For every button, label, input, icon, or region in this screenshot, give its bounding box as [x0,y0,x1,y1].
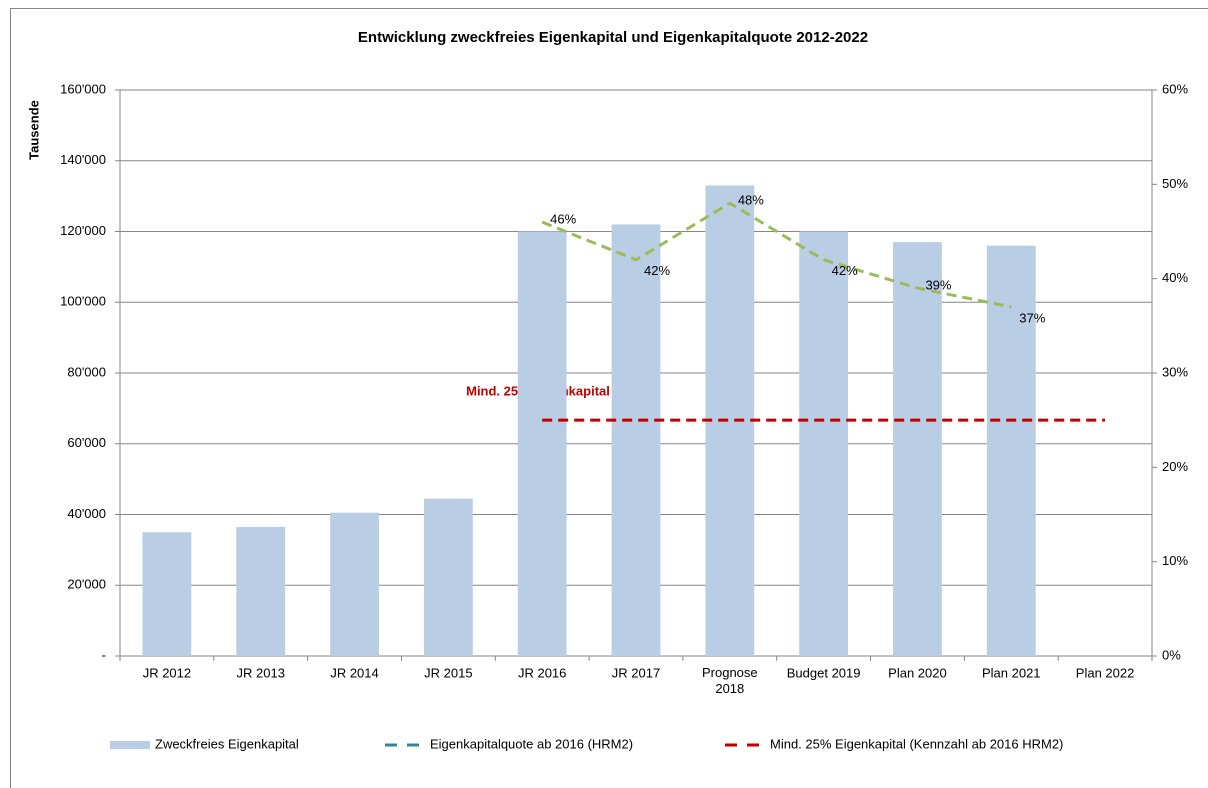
x-tick-label: JR 2016 [518,665,566,680]
y-tick-label: 160'000 [60,81,106,96]
bar [986,245,1036,656]
line [541,201,1012,309]
y2-tick-label: 20% [1162,459,1188,474]
x-tick-label: Plan 2021 [982,665,1041,680]
x-tick-label: Budget 2019 [787,665,861,680]
x-tick-label: JR 2013 [237,665,285,680]
data-label: 42% [644,263,670,278]
y-tick-label: 80'000 [67,364,106,379]
chart-frame [10,8,1208,788]
y-axis-label: Tausende [26,100,41,160]
bar [705,185,755,656]
bar [330,512,379,656]
y2-tick-label: 50% [1162,176,1188,191]
x-tick-label: JR 2017 [612,665,660,680]
x-tick-label: JR 2012 [143,665,191,680]
data-label: 46% [550,212,576,227]
bar [517,231,567,656]
data-label: 42% [832,263,858,278]
y-tick-label: 140'000 [60,152,106,167]
y-tick-label: 60'000 [67,435,106,450]
bar [236,526,286,656]
data-label: 48% [738,193,764,208]
y-tick-label: 40'000 [67,506,106,521]
bar [611,224,661,657]
legend-swatch [110,741,150,749]
x-tick-label: Plan 2022 [1076,665,1135,680]
bar [423,498,473,656]
data-label: 39% [925,278,951,293]
y2-tick-label: 10% [1162,553,1188,568]
y2-tick-label: 0% [1162,647,1181,662]
y-tick-label: 120'000 [60,223,106,238]
x-tick-label: Prognose 2018 [702,665,758,696]
y2-tick-label: 40% [1162,270,1188,285]
y2-tick-label: 60% [1162,81,1188,96]
x-tick-label: JR 2015 [424,665,472,680]
x-tick-label: Plan 2020 [888,665,947,680]
y-tick-label: 20'000 [67,577,106,592]
bar [142,532,192,656]
x-tick-label: JR 2014 [330,665,378,680]
chart-title: Entwicklung zweckfreies Eigenkapital und… [358,29,868,46]
y-tick-label: 100'000 [60,294,106,309]
legend-label: Eigenkapitalquote ab 2016 (HRM2) [430,736,633,751]
legend-label: Zweckfreies Eigenkapital [155,736,299,751]
bar [799,231,849,656]
bar [893,242,942,657]
legend-label: Mind. 25% Eigenkapital (Kennzahl ab 2016… [770,736,1063,751]
data-label: 37% [1019,310,1045,325]
y-tick-label: - [102,647,106,662]
y2-tick-label: 30% [1162,364,1188,379]
